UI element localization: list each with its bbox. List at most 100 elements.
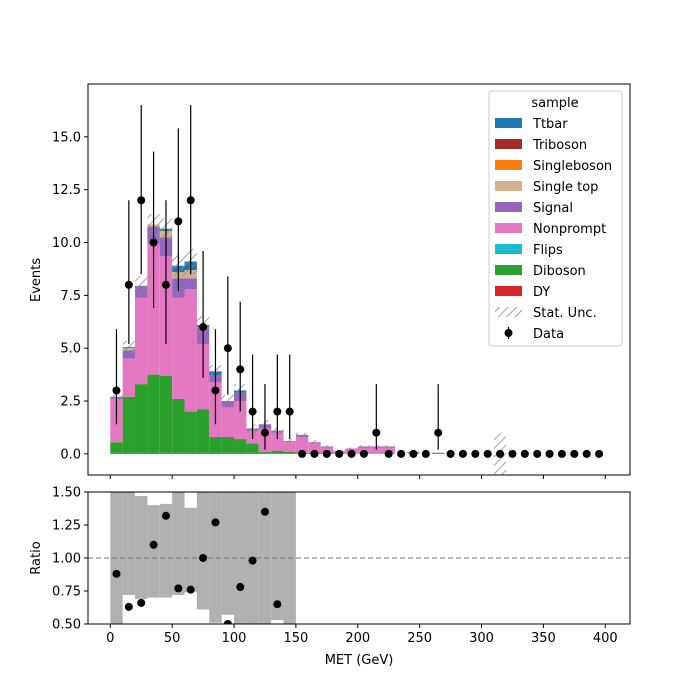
ratio-band-bin bbox=[271, 492, 284, 621]
data-point bbox=[359, 449, 368, 458]
main-y-tick-label: 5.0 bbox=[60, 342, 81, 357]
ratio-uncertainty-band bbox=[110, 492, 296, 624]
ratio-band-bin bbox=[283, 492, 296, 624]
ratio-y-tick-label: 0.50 bbox=[52, 618, 81, 633]
data-point bbox=[471, 449, 480, 458]
ratio-band-bin bbox=[122, 492, 136, 595]
bar-diboson bbox=[135, 384, 148, 454]
legend-label: Nonprompt bbox=[533, 222, 606, 237]
ratio-y-tick-label: 1.00 bbox=[52, 552, 81, 567]
data-point bbox=[397, 449, 406, 458]
bar-nonprompt bbox=[147, 243, 160, 375]
data-point bbox=[285, 407, 294, 416]
data-point bbox=[322, 449, 331, 458]
bar-diboson bbox=[172, 398, 185, 454]
main-panel: 0.0 2.5 5.0 7.5 10.0 12.5 15.0 Events sample T… bbox=[29, 83, 631, 479]
legend-swatch-diboson bbox=[495, 265, 522, 275]
data-point bbox=[335, 449, 344, 458]
bar-nonprompt bbox=[122, 358, 136, 397]
data-point bbox=[483, 449, 492, 458]
legend-frame bbox=[488, 90, 623, 347]
ratio-band-bin bbox=[159, 503, 173, 598]
legend-swatch-flips bbox=[495, 244, 522, 254]
bar-diboson bbox=[122, 396, 136, 454]
stat-unc-bin bbox=[295, 432, 309, 437]
ratio-band-bin bbox=[221, 492, 235, 615]
legend-label: Singleboson bbox=[533, 159, 612, 174]
ratio-point bbox=[161, 511, 170, 520]
legend-swatch-nonprompt bbox=[495, 223, 522, 233]
stat-unc-bin bbox=[357, 445, 371, 448]
ratio-x-tick-label: 250 bbox=[407, 631, 432, 646]
main-y-tick-label: 12.5 bbox=[52, 183, 81, 198]
data-point bbox=[124, 280, 133, 289]
bar-signal bbox=[122, 350, 136, 359]
bar-nonprompt bbox=[271, 432, 284, 451]
ratio-x-tick-label: 200 bbox=[345, 631, 370, 646]
legend-swatch-stat-unc bbox=[495, 307, 522, 317]
data-point bbox=[384, 449, 393, 458]
bar-diboson bbox=[209, 436, 222, 454]
main-y-ticks: 0.0 2.5 5.0 7.5 10.0 12.5 15.0 bbox=[52, 130, 88, 462]
main-y-tick-label: 10.0 bbox=[52, 236, 81, 251]
ratio-plot-area bbox=[88, 492, 630, 624]
legend-swatch-single-top bbox=[495, 181, 522, 191]
ratio-point bbox=[137, 598, 146, 607]
data-points bbox=[112, 105, 604, 458]
data-point bbox=[161, 280, 170, 289]
ratio-point bbox=[112, 569, 121, 578]
main-plot-area bbox=[110, 105, 604, 475]
data-point bbox=[595, 449, 604, 458]
bar-diboson bbox=[196, 409, 210, 454]
data-point bbox=[582, 449, 591, 458]
ratio-band-bin bbox=[135, 495, 148, 599]
main-y-tick-label: 2.5 bbox=[60, 395, 81, 410]
legend-title: sample bbox=[531, 96, 578, 111]
stat-unc-bin bbox=[320, 445, 334, 448]
bar-nonprompt bbox=[184, 289, 197, 412]
ratio-x-ticks: 0 50 100 150 200 250 300 350 400 bbox=[106, 624, 618, 646]
ratio-point bbox=[124, 602, 133, 611]
data-point bbox=[298, 449, 307, 458]
stacked-histogram bbox=[110, 224, 445, 454]
data-point bbox=[545, 449, 554, 458]
ratio-point bbox=[248, 556, 257, 565]
data-point bbox=[508, 449, 517, 458]
bar-diboson bbox=[432, 452, 445, 454]
legend-label: Triboson bbox=[532, 138, 587, 153]
ratio-band-bin bbox=[184, 507, 197, 593]
ratio-y-tick-label: 1.25 bbox=[52, 519, 81, 534]
main-axes-frame bbox=[87, 83, 631, 476]
ratio-band-bin bbox=[196, 492, 210, 610]
stat-unc-bin bbox=[283, 439, 296, 444]
ratio-points bbox=[112, 507, 282, 624]
legend: sample Ttbar Triboson Singleboson Single to… bbox=[488, 90, 623, 347]
bar-nonprompt bbox=[221, 407, 235, 437]
bar-nonprompt bbox=[283, 442, 296, 452]
ratio-panel: 0 50 100 150 200 250 300 350 400 0.50 0.75 1.00 1.2… bbox=[29, 486, 631, 668]
ratio-point bbox=[273, 600, 282, 609]
stat-unc-bin bbox=[122, 340, 136, 354]
ratio-band-bin bbox=[110, 492, 123, 624]
data-point bbox=[520, 449, 529, 458]
data-point bbox=[211, 386, 220, 395]
bar-diboson bbox=[271, 450, 284, 454]
bar-nonprompt bbox=[370, 447, 383, 454]
ratio-point bbox=[236, 583, 245, 592]
ratio-point bbox=[260, 507, 269, 516]
ratio-x-tick-label: 300 bbox=[469, 631, 494, 646]
data-point bbox=[186, 196, 195, 205]
bar-diboson bbox=[221, 436, 235, 454]
bar-nonprompt bbox=[308, 443, 321, 453]
stat-unc-bin bbox=[135, 276, 148, 296]
data-point bbox=[223, 344, 232, 353]
stat-unc-bin bbox=[432, 452, 445, 454]
bar-nonprompt bbox=[234, 401, 247, 440]
data-point bbox=[112, 386, 121, 395]
stat-unc-bin bbox=[308, 440, 321, 445]
legend-swatch-triboson bbox=[495, 139, 522, 149]
data-point bbox=[372, 428, 381, 437]
x-axis-label: MET (GeV) bbox=[325, 653, 394, 668]
data-point bbox=[421, 449, 430, 458]
